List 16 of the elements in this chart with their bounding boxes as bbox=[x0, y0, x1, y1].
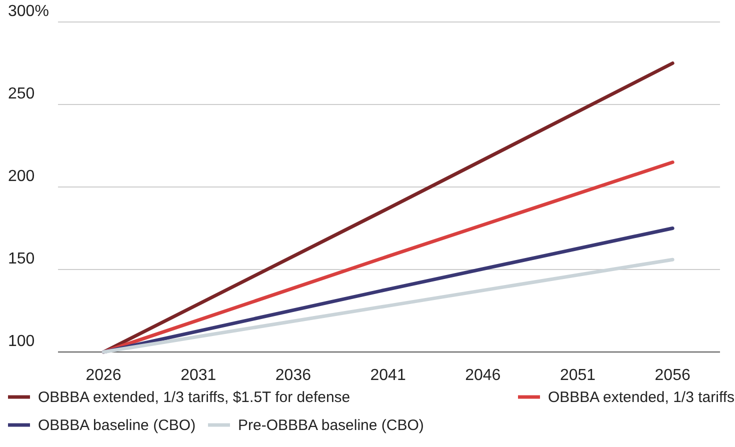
y-tick-label: 150 bbox=[8, 250, 35, 268]
x-tick-label: 2031 bbox=[180, 367, 216, 384]
x-tick-label: 2051 bbox=[560, 367, 596, 384]
y-tick-label: 250 bbox=[8, 86, 35, 102]
x-tick-label: 2046 bbox=[465, 367, 501, 384]
y-tick-label: 200 bbox=[8, 168, 35, 185]
x-tick-label: 2036 bbox=[275, 367, 312, 384]
y-tick-label: 300% bbox=[8, 3, 49, 20]
legend-label: Pre-OBBBA baseline (CBO) bbox=[238, 417, 424, 434]
legend-label: OBBBA extended, 1/3 tariffs, $1.5T for defense bbox=[38, 389, 350, 406]
x-tick-label: 2026 bbox=[86, 367, 122, 384]
legend-label: OBBBA extended, 1/3 tariffs bbox=[548, 389, 735, 406]
legend-label: OBBBA baseline (CBO) bbox=[38, 417, 196, 434]
x-tick-label: 2041 bbox=[370, 367, 406, 384]
y-tick-label: 100 bbox=[8, 333, 35, 350]
x-tick-label: 2056 bbox=[654, 367, 690, 384]
